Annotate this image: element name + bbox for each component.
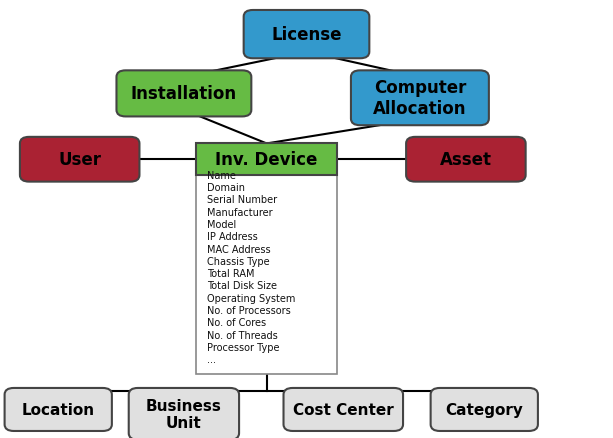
Text: Installation: Installation <box>131 85 237 103</box>
Text: IP Address: IP Address <box>207 232 258 242</box>
Text: Total Disk Size: Total Disk Size <box>207 281 277 291</box>
FancyBboxPatch shape <box>406 138 525 182</box>
Bar <box>196 163 337 374</box>
FancyBboxPatch shape <box>430 388 538 431</box>
FancyBboxPatch shape <box>129 388 239 438</box>
Text: Computer
Allocation: Computer Allocation <box>373 79 466 118</box>
Text: Inv. Device: Inv. Device <box>215 151 318 169</box>
Text: Manufacturer: Manufacturer <box>207 207 273 217</box>
Text: Asset: Asset <box>440 151 492 169</box>
Bar <box>196 144 337 176</box>
FancyBboxPatch shape <box>351 71 489 126</box>
FancyBboxPatch shape <box>116 71 251 117</box>
Text: No. of Processors: No. of Processors <box>207 305 291 315</box>
Text: MAC Address: MAC Address <box>207 244 271 254</box>
Text: License: License <box>271 26 342 44</box>
Text: Total RAM: Total RAM <box>207 268 254 279</box>
Text: Model: Model <box>207 219 237 230</box>
Text: Processor Type: Processor Type <box>207 342 280 352</box>
FancyBboxPatch shape <box>283 388 403 431</box>
FancyBboxPatch shape <box>20 138 140 182</box>
Text: Operating System: Operating System <box>207 293 295 303</box>
Text: Business
Unit: Business Unit <box>146 398 222 430</box>
Text: No. of Threads: No. of Threads <box>207 330 278 340</box>
Text: ...: ... <box>207 354 216 364</box>
Text: Location: Location <box>21 402 95 417</box>
Text: User: User <box>58 151 101 169</box>
Text: Name: Name <box>207 170 236 180</box>
Text: Chassis Type: Chassis Type <box>207 256 270 266</box>
Text: No. of Cores: No. of Cores <box>207 318 266 328</box>
Text: Serial Number: Serial Number <box>207 195 277 205</box>
FancyBboxPatch shape <box>244 11 369 59</box>
Text: Domain: Domain <box>207 183 245 193</box>
FancyBboxPatch shape <box>5 388 112 431</box>
Text: Cost Center: Cost Center <box>293 402 394 417</box>
Text: Category: Category <box>445 402 524 417</box>
